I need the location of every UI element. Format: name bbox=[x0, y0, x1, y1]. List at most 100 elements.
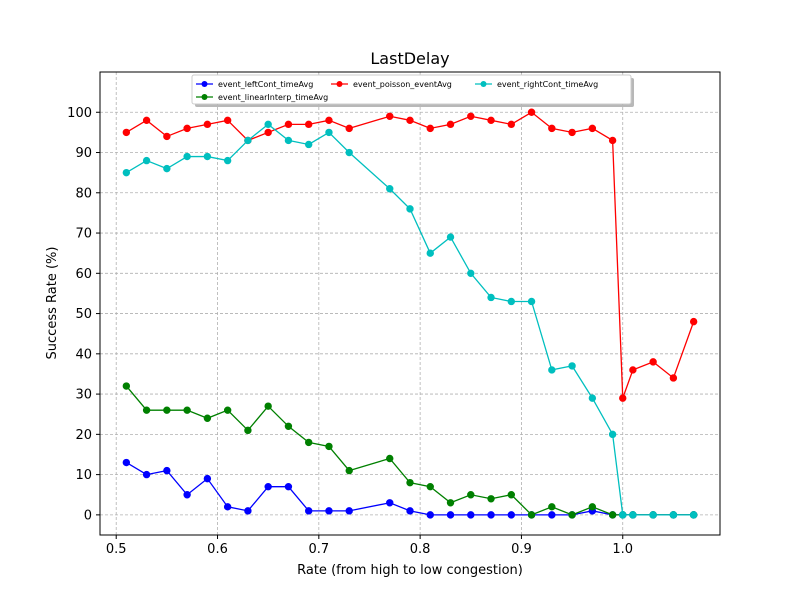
plot-frame bbox=[99, 71, 721, 536]
y-tick-label: 20 bbox=[75, 428, 92, 443]
data-point bbox=[284, 482, 293, 491]
data-point bbox=[163, 466, 171, 475]
data-point bbox=[386, 112, 394, 120]
data-point bbox=[527, 108, 536, 116]
x-tick-label: 0.5 bbox=[106, 542, 127, 557]
legend-entry: event_poisson_eventAvg bbox=[331, 80, 452, 89]
data-point bbox=[345, 466, 353, 475]
data-point bbox=[426, 124, 434, 133]
data-point bbox=[163, 132, 171, 141]
x-tick-label: 0.6 bbox=[207, 542, 228, 557]
data-point bbox=[548, 124, 556, 133]
data-point bbox=[163, 406, 171, 414]
data-point bbox=[619, 511, 627, 519]
data-point bbox=[284, 120, 293, 129]
data-point bbox=[142, 116, 151, 125]
legend-entry: event_linearInterp_timeAvg bbox=[196, 93, 328, 102]
data-point bbox=[223, 406, 232, 414]
legend-label: event_rightCont_timeAvg bbox=[497, 80, 598, 89]
data-point bbox=[487, 116, 495, 125]
data-point bbox=[446, 499, 455, 507]
data-point bbox=[183, 406, 191, 414]
y-tick-label: 100 bbox=[67, 106, 92, 121]
y-tick-label: 80 bbox=[75, 186, 92, 201]
data-point bbox=[568, 511, 576, 519]
data-point bbox=[142, 406, 151, 414]
x-tick-label: 0.7 bbox=[308, 542, 329, 557]
data-point bbox=[264, 120, 272, 129]
data-point bbox=[426, 249, 434, 257]
legend-label: event_poisson_eventAvg bbox=[353, 80, 452, 89]
y-tick-label: 60 bbox=[75, 267, 92, 282]
y-tick-label: 30 bbox=[75, 388, 92, 403]
data-point bbox=[386, 454, 394, 463]
data-point bbox=[264, 482, 272, 491]
data-point bbox=[467, 511, 475, 519]
data-point bbox=[406, 116, 414, 125]
data-point bbox=[608, 430, 617, 439]
data-point bbox=[689, 317, 698, 326]
series-event_poisson_eventAvg bbox=[122, 108, 698, 402]
x-tick-label: 0.8 bbox=[410, 542, 431, 557]
data-point bbox=[588, 394, 597, 402]
data-point bbox=[426, 482, 434, 491]
data-point bbox=[183, 152, 191, 161]
data-point bbox=[122, 128, 131, 137]
plot-area bbox=[100, 72, 720, 535]
y-tick-label: 40 bbox=[75, 347, 92, 362]
data-point bbox=[527, 511, 536, 519]
y-tick-label: 0 bbox=[84, 508, 92, 523]
data-point bbox=[325, 116, 333, 125]
y-axis-label: Success Rate (%) bbox=[45, 247, 60, 360]
x-tick-label: 1.0 bbox=[612, 542, 633, 557]
data-point bbox=[507, 120, 516, 129]
data-point bbox=[487, 511, 495, 519]
data-point bbox=[345, 124, 353, 133]
data-point bbox=[527, 297, 536, 306]
data-point bbox=[163, 164, 171, 173]
data-point bbox=[629, 511, 637, 519]
data-point bbox=[304, 507, 313, 515]
data-point bbox=[467, 491, 475, 499]
data-point bbox=[446, 511, 455, 519]
data-point bbox=[568, 362, 576, 370]
series-event_rightCont_timeAvg bbox=[122, 120, 698, 519]
data-point bbox=[244, 136, 252, 145]
data-point bbox=[142, 156, 151, 165]
data-point bbox=[548, 366, 556, 374]
ticks: 0.5 0.6 0.7 0.8 0.9 1.0 0 10 20 30 40 50 60 70 80 90 100 bbox=[67, 106, 633, 557]
data-point bbox=[345, 507, 353, 515]
data-point bbox=[406, 507, 414, 515]
data-point bbox=[183, 491, 191, 499]
data-point bbox=[426, 511, 434, 519]
data-point bbox=[122, 168, 131, 177]
data-point bbox=[203, 120, 212, 129]
legend-marker bbox=[336, 81, 343, 87]
data-point bbox=[487, 495, 495, 503]
legend-marker bbox=[201, 94, 208, 100]
data-point bbox=[325, 128, 333, 137]
y-tick-label: 70 bbox=[75, 227, 92, 242]
data-point bbox=[467, 112, 475, 120]
data-point bbox=[386, 499, 394, 507]
data-point bbox=[548, 503, 556, 511]
legend-marker bbox=[201, 81, 208, 87]
data-point bbox=[487, 293, 495, 302]
legend-entry: event_leftCont_timeAvg bbox=[196, 80, 313, 89]
data-point bbox=[386, 185, 394, 193]
data-point bbox=[304, 438, 313, 447]
x-axis-label: Rate (from high to low congestion) bbox=[297, 563, 523, 578]
data-point bbox=[406, 205, 414, 213]
data-point bbox=[223, 503, 232, 511]
grid bbox=[100, 72, 720, 535]
data-point bbox=[446, 120, 455, 129]
data-point bbox=[223, 156, 232, 165]
data-point bbox=[203, 152, 212, 161]
data-point bbox=[629, 366, 637, 374]
data-point bbox=[406, 478, 414, 487]
data-point bbox=[568, 128, 576, 137]
data-point bbox=[588, 124, 597, 133]
data-point bbox=[122, 458, 131, 467]
y-tick-label: 50 bbox=[75, 307, 92, 322]
